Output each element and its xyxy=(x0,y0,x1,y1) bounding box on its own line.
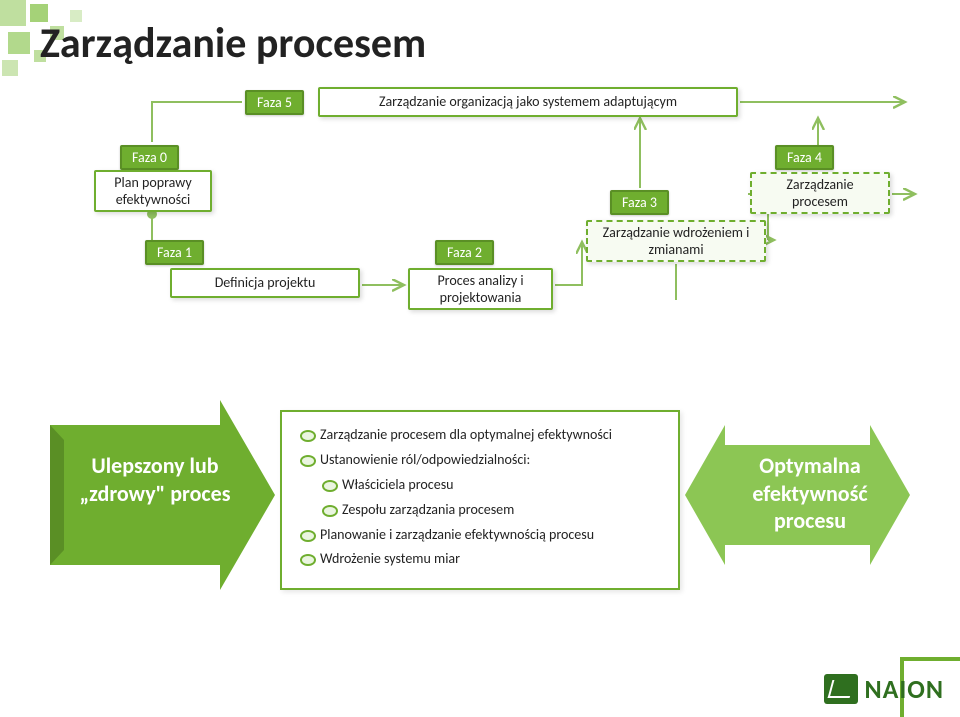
phase0-label: Faza 0 xyxy=(120,145,179,170)
right-arrow: Optymalna efektywność procesu xyxy=(685,400,910,590)
phase5-label: Faza 5 xyxy=(245,90,304,115)
phase3-label: Faza 3 xyxy=(610,190,669,215)
phase3-box: Zarządzanie wdrożeniem i zmianami xyxy=(586,220,766,262)
list-item: Właściciela procesu xyxy=(322,476,660,495)
phase4-label: Faza 4 xyxy=(775,145,834,170)
list-item: Ustanowienie ról/odpowiedzialności: xyxy=(300,451,660,470)
phase1-box: Definicja projektu xyxy=(170,268,360,298)
logo: NAION xyxy=(824,673,944,705)
phase1-label: Faza 1 xyxy=(145,240,204,265)
logo-icon xyxy=(824,674,858,704)
left-arrow: Ulepszony lub „zdrowy" proces xyxy=(50,400,275,590)
right-arrow-text: Optymalna efektywność procesu xyxy=(730,452,890,535)
phase2-box: Proces analizy i projektowania xyxy=(408,268,553,310)
center-panel: Zarządzanie procesem dla optymalnej efek… xyxy=(280,410,680,590)
phase5-box: Zarządzanie organizacją jako systemem ad… xyxy=(318,87,738,117)
page-title: Zarządzanie procesem xyxy=(40,18,426,69)
flowchart: Faza 5 Zarządzanie organizacją jako syst… xyxy=(60,90,920,320)
phase2-label: Faza 2 xyxy=(435,240,494,265)
logo-text: NAION xyxy=(864,673,944,705)
list-item: Zespołu zarządzania procesem xyxy=(322,501,660,520)
phase4-box: Zarządzanie procesem xyxy=(750,172,890,214)
list-item: Zarządzanie procesem dla optymalnej efek… xyxy=(300,426,660,445)
list-item: Planowanie i zarządzanie efektywnością p… xyxy=(300,526,660,545)
phase0-box: Plan poprawy efektywności xyxy=(94,170,212,212)
left-arrow-text: Ulepszony lub „zdrowy" proces xyxy=(75,452,235,507)
bottom-section: Ulepszony lub „zdrowy" proces Zarządzani… xyxy=(50,400,910,600)
bullet-list: Zarządzanie procesem dla optymalnej efek… xyxy=(300,426,660,569)
list-item: Wdrożenie systemu miar xyxy=(300,550,660,569)
